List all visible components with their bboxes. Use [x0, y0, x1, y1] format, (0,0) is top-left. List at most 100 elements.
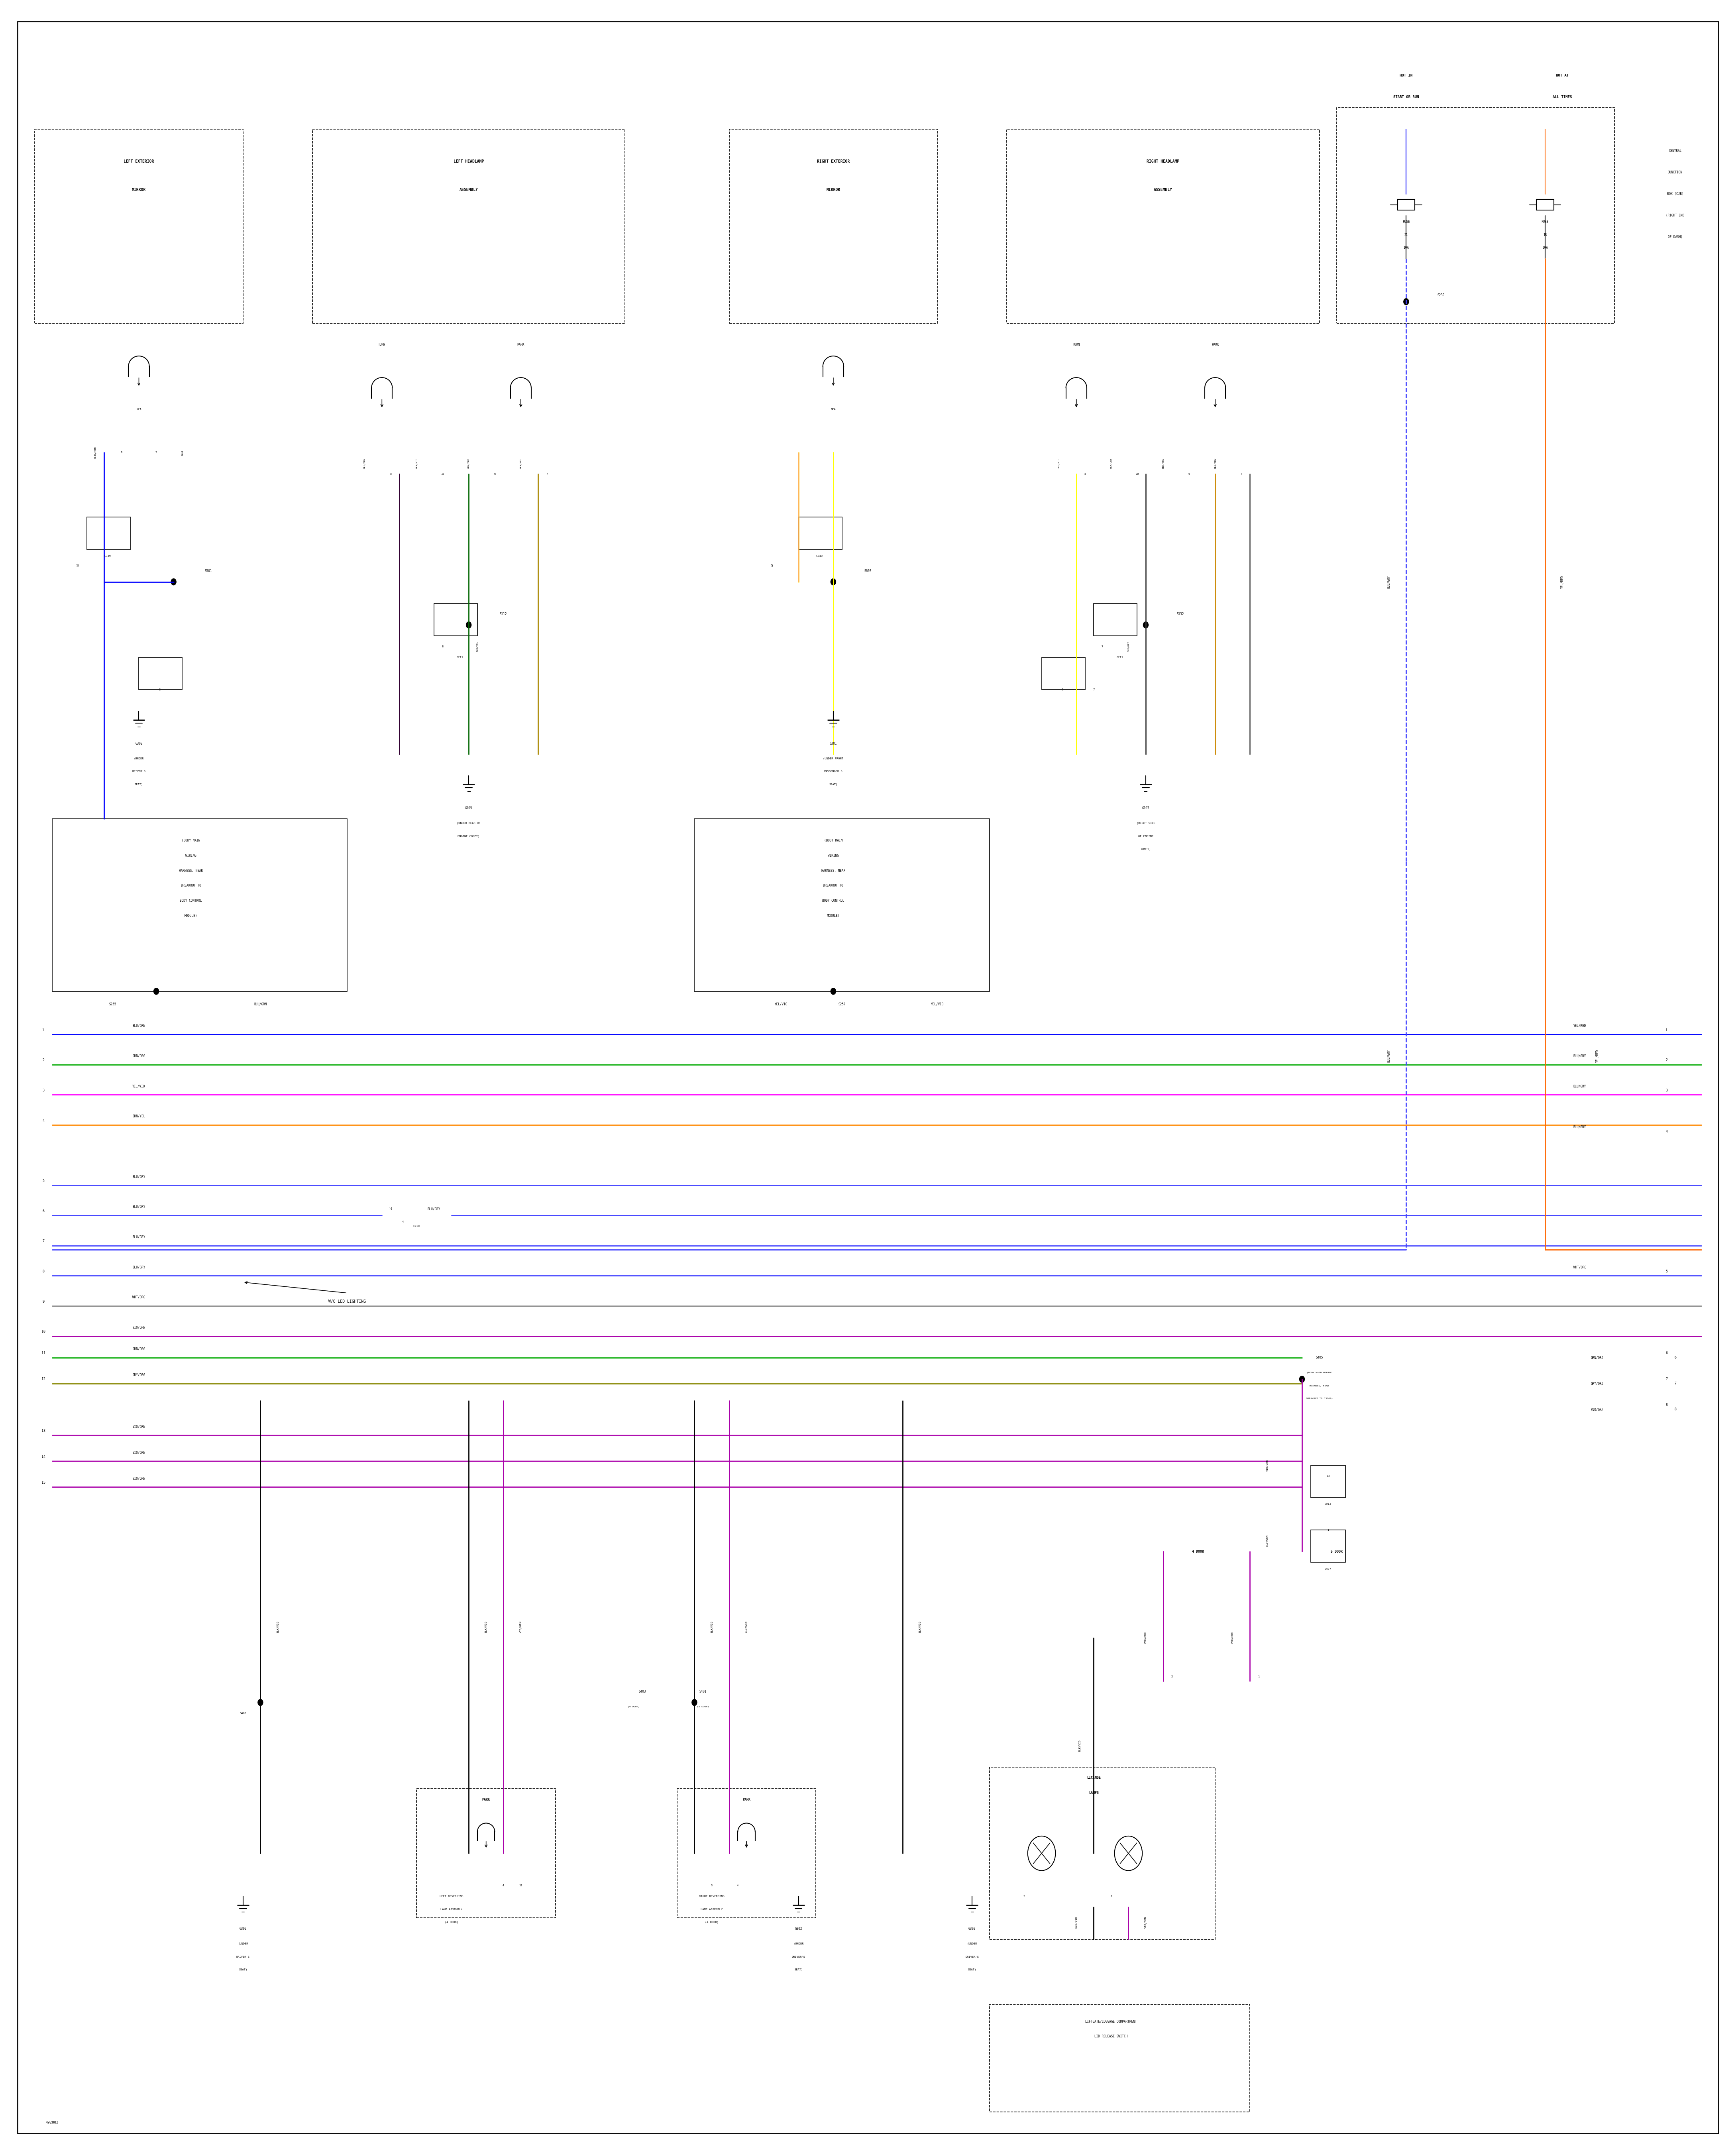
- Text: (RIGHT SIDE: (RIGHT SIDE: [1137, 821, 1154, 825]
- Text: VIO/GRN: VIO/GRN: [745, 1621, 748, 1633]
- Text: VIO/GRN: VIO/GRN: [132, 1424, 146, 1429]
- Text: BLK/VIO: BLK/VIO: [1075, 1916, 1078, 1929]
- Text: DRIVER'S: DRIVER'S: [965, 1955, 979, 1959]
- Text: 10: 10: [42, 1330, 45, 1334]
- Text: RIGHT HEADLAMP: RIGHT HEADLAMP: [1147, 159, 1179, 164]
- Text: LAMPS: LAMPS: [1088, 1791, 1099, 1795]
- Text: S132: S132: [1177, 612, 1184, 616]
- Text: WHT/ORG: WHT/ORG: [1573, 1265, 1587, 1269]
- Text: BLK/VIO: BLK/VIO: [918, 1621, 922, 1633]
- Text: 7: 7: [1674, 1381, 1677, 1386]
- Text: 3: 3: [1665, 1088, 1668, 1093]
- Text: 10A: 10A: [1542, 246, 1549, 250]
- Text: MODULE): MODULE): [826, 914, 840, 918]
- Text: 5: 5: [1665, 1269, 1668, 1274]
- Text: (UNDER: (UNDER: [134, 756, 144, 761]
- Text: LICENSE: LICENSE: [1087, 1776, 1101, 1780]
- Text: G302: G302: [135, 741, 142, 746]
- Text: (BODY MAIN: (BODY MAIN: [825, 838, 842, 843]
- Text: ASSEMBLY: ASSEMBLY: [1154, 187, 1172, 192]
- Text: 7: 7: [1665, 1377, 1668, 1381]
- Text: BOX (CJB): BOX (CJB): [1667, 192, 1684, 196]
- Text: OF ENGINE: OF ENGINE: [1139, 834, 1153, 838]
- Text: VIO/GRN: VIO/GRN: [132, 1450, 146, 1455]
- Text: ASSEMBLY: ASSEMBLY: [460, 187, 477, 192]
- Text: SEAT): SEAT): [969, 1968, 976, 1972]
- Text: (UNDER FRONT: (UNDER FRONT: [823, 756, 844, 761]
- Text: C211: C211: [1116, 655, 1123, 659]
- Circle shape: [259, 1698, 264, 1707]
- Text: VIO/GRN: VIO/GRN: [1266, 1534, 1269, 1547]
- Circle shape: [691, 1698, 698, 1707]
- Bar: [799, 517, 842, 550]
- Text: 13: 13: [519, 1883, 523, 1888]
- Text: FUSE: FUSE: [1542, 220, 1549, 224]
- Text: NCA: NCA: [137, 407, 141, 412]
- Text: GRN/ORG: GRN/ORG: [132, 1347, 146, 1351]
- Text: HARNESS, NEAR: HARNESS, NEAR: [821, 868, 845, 873]
- Text: WIRING: WIRING: [186, 853, 196, 858]
- Text: 10A: 10A: [1403, 246, 1410, 250]
- Circle shape: [465, 621, 472, 629]
- Text: C210: C210: [413, 1224, 420, 1228]
- Text: DRIVER'S: DRIVER'S: [236, 1955, 250, 1959]
- Text: 492882: 492882: [45, 2121, 59, 2125]
- Text: MIRROR: MIRROR: [826, 187, 840, 192]
- Text: MODULE): MODULE): [184, 914, 198, 918]
- Text: BLU/GRY: BLU/GRY: [132, 1174, 146, 1179]
- Text: G302: G302: [240, 1927, 247, 1931]
- Text: ENGINE COMPT): ENGINE COMPT): [458, 834, 479, 838]
- Bar: [694, 819, 990, 991]
- Text: CENTRAL: CENTRAL: [1668, 149, 1682, 153]
- Text: BRN/YEL: BRN/YEL: [132, 1114, 146, 1118]
- Text: C211: C211: [457, 655, 464, 659]
- Text: C340: C340: [816, 554, 823, 558]
- Text: LIFTGATE/LUGGAGE COMPARTMENT: LIFTGATE/LUGGAGE COMPARTMENT: [1085, 2019, 1137, 2024]
- Text: PARK: PARK: [743, 1797, 750, 1802]
- Text: PARK: PARK: [483, 1797, 490, 1802]
- Text: 4: 4: [1665, 1129, 1668, 1134]
- Text: 2: 2: [42, 1058, 45, 1062]
- Text: GRY/ORG: GRY/ORG: [1590, 1381, 1604, 1386]
- Bar: [1311, 1530, 1345, 1562]
- Text: 6: 6: [1674, 1355, 1677, 1360]
- Text: COMPT): COMPT): [1141, 847, 1151, 851]
- Text: YEL/RED: YEL/RED: [1561, 575, 1564, 588]
- Bar: [1042, 657, 1085, 690]
- Text: (RIGHT END: (RIGHT END: [1667, 213, 1684, 218]
- Text: S403: S403: [639, 1690, 646, 1694]
- Bar: [1536, 200, 1554, 211]
- Text: VIO/GRN: VIO/GRN: [132, 1476, 146, 1480]
- Text: BLK/VIO: BLK/VIO: [484, 1621, 488, 1633]
- Text: TURN: TURN: [1073, 343, 1080, 347]
- Bar: [35, 129, 243, 323]
- Text: 11: 11: [42, 1351, 45, 1355]
- Text: 12: 12: [42, 1377, 45, 1381]
- Circle shape: [1142, 621, 1149, 629]
- Text: G107: G107: [1142, 806, 1149, 810]
- Text: BLK/YEL: BLK/YEL: [476, 642, 479, 651]
- Text: BLU/GRY: BLU/GRY: [1387, 575, 1391, 588]
- Text: GRY/ORG: GRY/ORG: [132, 1373, 146, 1377]
- Circle shape: [170, 578, 177, 584]
- Text: 1: 1: [1665, 1028, 1668, 1032]
- Circle shape: [830, 987, 837, 993]
- Text: A6: A6: [771, 562, 774, 567]
- Text: 2: 2: [1665, 1058, 1668, 1062]
- Text: 13: 13: [1326, 1474, 1330, 1478]
- Bar: [139, 657, 182, 690]
- Bar: [1311, 1465, 1345, 1498]
- Text: S112: S112: [500, 612, 507, 616]
- Text: BODY CONTROL: BODY CONTROL: [181, 899, 201, 903]
- Text: HARNESS, NEAR: HARNESS, NEAR: [179, 868, 203, 873]
- Text: GRN/ORG: GRN/ORG: [132, 1054, 146, 1058]
- Text: BREAKOUT TO: BREAKOUT TO: [823, 884, 844, 888]
- Text: 1: 1: [42, 1028, 45, 1032]
- Bar: [1337, 108, 1614, 323]
- Text: NCA: NCA: [832, 407, 835, 412]
- Text: WHT/ORG: WHT/ORG: [132, 1295, 146, 1299]
- Text: GRN/ORG: GRN/ORG: [467, 459, 470, 468]
- Text: 15: 15: [42, 1480, 45, 1485]
- Text: S405: S405: [1316, 1355, 1323, 1360]
- Text: C913: C913: [1325, 1502, 1332, 1506]
